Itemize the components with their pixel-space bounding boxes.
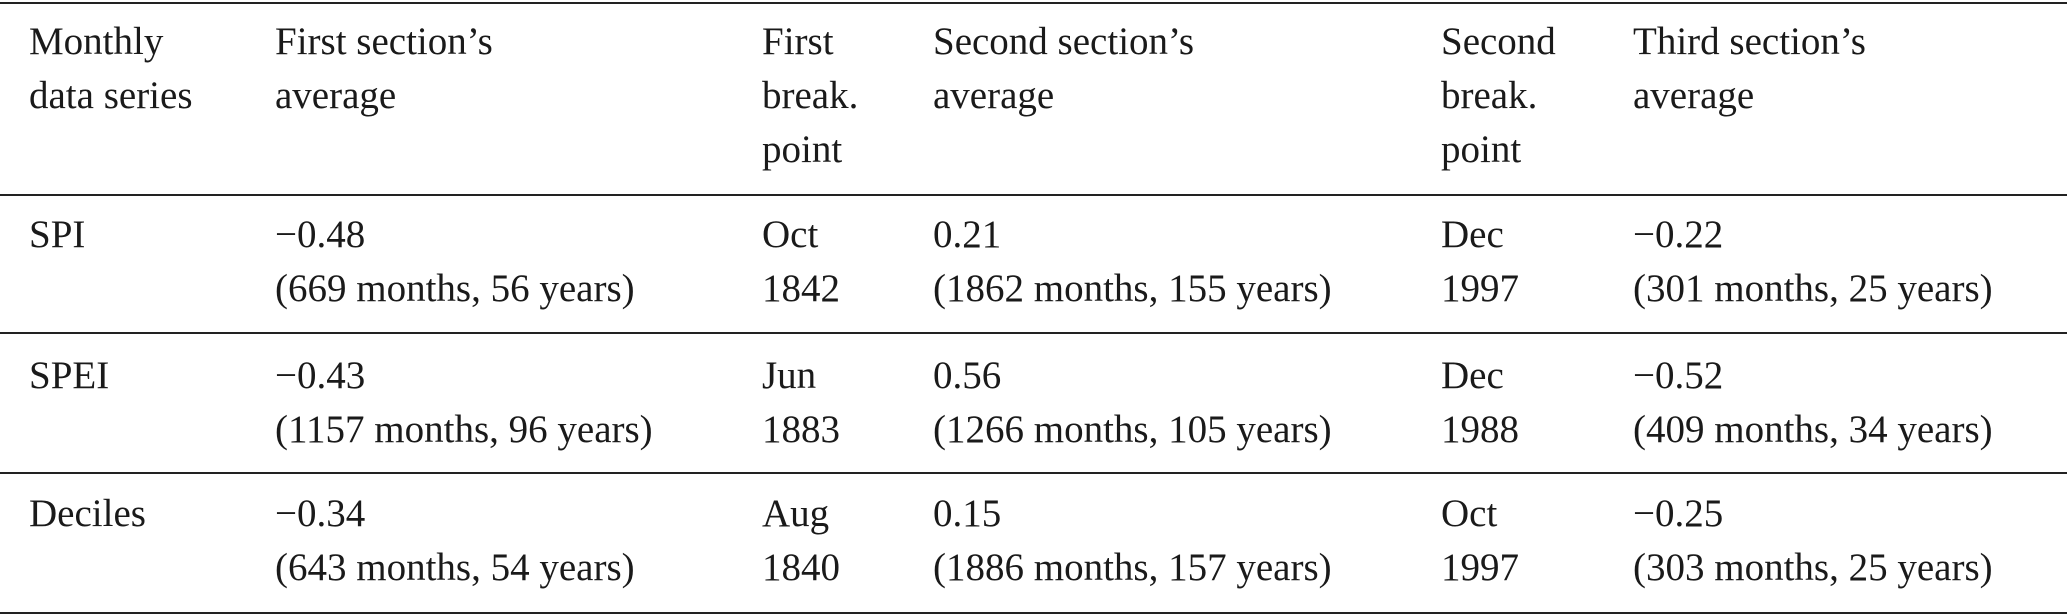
table-cell: (409 months, 34 years): [1633, 408, 1993, 451]
table-cell: Deciles: [29, 492, 146, 535]
table-cell: (1862 months, 155 years): [933, 267, 1332, 310]
header-cell: average: [1633, 74, 1755, 117]
table-cell: (643 months, 54 years): [275, 546, 635, 589]
table-cell: (669 months, 56 years): [275, 267, 635, 310]
header-cell: point: [1441, 128, 1522, 171]
table-cell: 1997: [1441, 267, 1519, 310]
table-cell: 1988: [1441, 408, 1519, 451]
table-cell: −0.43: [275, 354, 366, 397]
table-cell: SPI: [29, 213, 86, 256]
table-cell: SPEI: [29, 354, 110, 397]
header-cell: Monthly: [29, 20, 164, 63]
table-rule: [0, 2, 2067, 4]
header-cell: point: [762, 128, 843, 171]
table-cell: Dec: [1441, 354, 1504, 397]
table-cell: −0.48: [275, 213, 366, 256]
table-cell: −0.25: [1633, 492, 1724, 535]
table-cell: −0.52: [1633, 354, 1724, 397]
table-cell: (301 months, 25 years): [1633, 267, 1993, 310]
header-cell: First section’s: [275, 20, 493, 63]
header-cell: average: [933, 74, 1055, 117]
table-cell: 1997: [1441, 546, 1519, 589]
table-cell: Jun: [762, 354, 817, 397]
table-cell: Aug: [762, 492, 830, 535]
header-cell: Second: [1441, 20, 1556, 63]
table-cell: (1266 months, 105 years): [933, 408, 1332, 451]
header-cell: First: [762, 20, 834, 63]
header-cell: data series: [29, 74, 193, 117]
header-cell: average: [275, 74, 397, 117]
table-cell: (1886 months, 157 years): [933, 546, 1332, 589]
table-cell: (303 months, 25 years): [1633, 546, 1993, 589]
table-cell: 1883: [762, 408, 840, 451]
table-rule: [0, 194, 2067, 196]
table-cell: 1842: [762, 267, 840, 310]
header-cell: break.: [1441, 74, 1538, 117]
table-cell: −0.22: [1633, 213, 1724, 256]
table-cell: Oct: [762, 213, 819, 256]
table-cell: (1157 months, 96 years): [275, 408, 653, 451]
table-cell: 0.15: [933, 492, 1002, 535]
table-rule: [0, 332, 2067, 334]
table-cell: Oct: [1441, 492, 1498, 535]
table-cell: 0.21: [933, 213, 1002, 256]
table-cell: −0.34: [275, 492, 366, 535]
header-cell: Third section’s: [1633, 20, 1866, 63]
table-rule: [0, 612, 2067, 614]
table-cell: Dec: [1441, 213, 1504, 256]
header-cell: break.: [762, 74, 859, 117]
table-cell: 1840: [762, 546, 840, 589]
table-rule: [0, 472, 2067, 474]
header-cell: Second section’s: [933, 20, 1195, 63]
table-cell: 0.56: [933, 354, 1002, 397]
